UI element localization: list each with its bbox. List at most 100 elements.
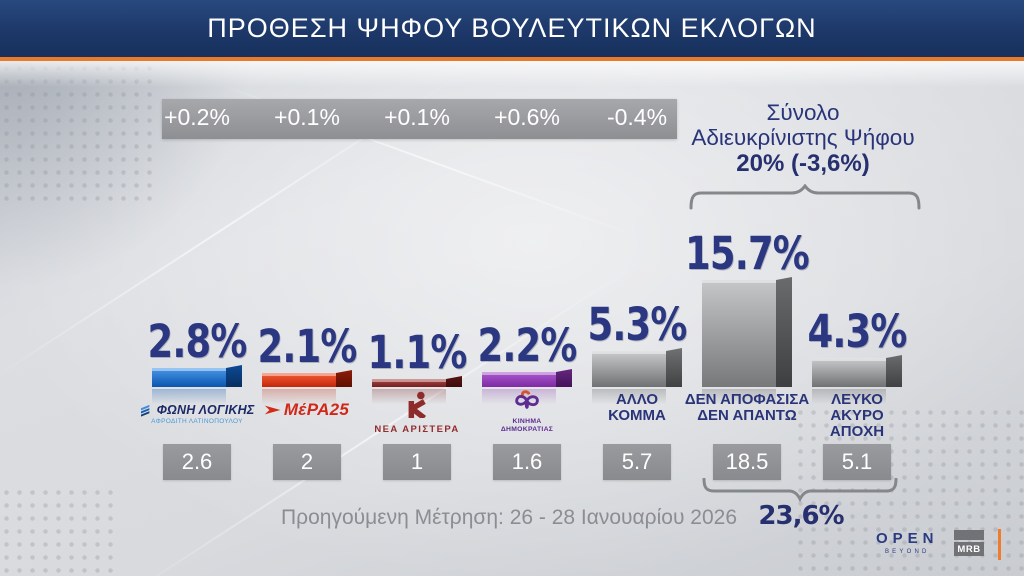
bar-side-face <box>666 348 682 387</box>
bar-side-face <box>886 355 902 387</box>
party-column-allo-komma: 5.3% ΑΛΛΟ ΚΟΜΜΑ 5.7 <box>582 0 692 576</box>
value-label: 2.1% <box>257 320 357 373</box>
bar-side-face <box>446 376 462 387</box>
party-logo-kinima-dimokratias: ΚΙΝΗΜΑ ΔΗΜΟΚΡΑΤΙΑΣ <box>501 389 553 433</box>
party-column-leuko-akyro-apoxi: 4.3% ΛΕΥΚΟ ΑΚΥΡΟ ΑΠΟΧΗ 5.1 <box>802 0 912 576</box>
bar-reflection <box>372 389 446 407</box>
party-logo-text: ΝΕΑ ΑΡΙΣΤΕΡΑ <box>374 424 460 435</box>
party-label-line: ΑΚΥΡΟ <box>830 407 884 424</box>
dot-pattern <box>0 486 120 576</box>
foni-logikis-chevron-icon <box>141 404 150 417</box>
previous-value-box: 1.6 <box>493 444 561 480</box>
bar <box>702 277 792 387</box>
open-logo-text: OPEN <box>876 530 939 547</box>
nea-aristera-person-icon <box>408 391 426 421</box>
bar-side-face <box>556 369 572 387</box>
party-column-nea-aristera: 1.1% ΝΕΑ ΑΡΙΣΤΕΡΑ 1 <box>362 0 472 576</box>
previous-measurement-note: Προηγούμενη Μέτρηση: 26 - 28 Ιανουαρίου … <box>281 506 738 529</box>
party-logo-line: ΔΗΜΟΚΡΑΤΙΑΣ <box>500 425 554 433</box>
previous-value-box: 18.5 <box>713 444 781 480</box>
value-label: 2.8% <box>147 315 247 368</box>
bar-face <box>702 280 776 387</box>
bar-reflection <box>262 389 336 407</box>
bar-face <box>262 373 336 387</box>
bar <box>372 376 462 387</box>
party-label-line: ΚΟΜΜΑ <box>608 407 666 424</box>
header-glow <box>0 61 1024 87</box>
previous-value-box: 1 <box>383 444 451 480</box>
bar-face <box>152 368 226 387</box>
party-label-line: ΔΕΝ ΑΠΑΝΤΩ <box>697 407 797 424</box>
party-label-line: ΛΕΥΚΟ <box>831 391 883 408</box>
unclear-vote-block: Σύνολο Αδιευκρίνιστης Ψήφου 20% (-3,6%) <box>638 100 968 178</box>
bar-face <box>482 372 556 387</box>
unclear-vote-line2: Αδιευκρίνιστης Ψήφου <box>691 125 915 150</box>
party-column-foni-logikis: 2.8% ΦΩΝΗ ΛΟΓΙΚΗΣ ΑΦΡΟΔΙΤΗ ΛΑΤΙΝΟΠΟΥΛΟΥ 2.6 <box>140 0 255 576</box>
change-badge-nea-aristera: +0.1% <box>384 104 450 130</box>
unclear-vote-line1: Σύνολο <box>766 100 840 125</box>
page-title: ΠΡΟΘΕΣΗ ΨΗΦΟΥ ΒΟΥΛΕΥΤΙΚΩΝ ΕΚΛΟΓΩΝ <box>207 13 817 43</box>
bar <box>592 348 682 387</box>
mrb-logo-text: MRB <box>957 543 981 555</box>
header-bar: ΠΡΟΘΕΣΗ ΨΗΦΟΥ ΒΟΥΛΕΥΤΙΚΩΝ ΕΚΛΟΓΩΝ <box>0 0 1024 61</box>
bar-reflection <box>592 389 666 407</box>
mrb-logo: MRB <box>953 530 985 556</box>
mera25-arrow-icon <box>264 405 281 415</box>
mera25-logo: ΜέΡΑ25 <box>264 400 350 420</box>
foni-logikis-logo: ΦΩΝΗ ΛΟΓΙΚΗΣ <box>140 403 255 417</box>
bar <box>482 369 572 387</box>
change-badge-mera25: +0.1% <box>274 104 340 130</box>
change-badge-kinima-dimokratias: +0.6% <box>494 104 560 130</box>
party-label-line: ΑΛΛΟ <box>615 391 659 408</box>
change-badge-foni-logikis: +0.2% <box>164 104 230 130</box>
bar-side-face <box>226 365 242 387</box>
party-logo-text: ΚΙΝΗΜΑ ΔΗΜΟΚΡΑΤΙΑΣ <box>501 418 553 433</box>
open-logo-subtext: BEYOND <box>884 549 930 555</box>
bar-face <box>812 358 886 387</box>
bar <box>152 365 242 387</box>
party-column-den-apofasisa-den-apanto: 15.7% ΔΕΝ ΑΠΟΦΑΣΙΣΑ ΔΕΝ ΑΠΑΝΤΩ 18.5 <box>685 0 810 576</box>
party-logo-text: ΦΩΝΗ ΛΟΓΙΚΗΣ <box>156 403 255 417</box>
orange-divider <box>998 529 1001 560</box>
bar-reflection <box>702 389 776 407</box>
party-label-leuko-akyro-apoxi: ΛΕΥΚΟ ΑΚΥΡΟ ΑΠΟΧΗ <box>830 392 884 440</box>
party-label-den-apofasisa-den-apanto: ΔΕΝ ΑΠΟΦΑΣΙΣΑ ΔΕΝ ΑΠΑΝΤΩ <box>685 392 809 424</box>
party-logo-nea-aristera: ΝΕΑ ΑΡΙΣΤΕΡΑ <box>374 391 459 435</box>
value-label: 1.1% <box>367 326 467 379</box>
party-label-line: ΔΕΝ ΑΠΟΦΑΣΙΣΑ <box>684 391 810 408</box>
party-logo-text: ΜέΡΑ25 <box>283 400 350 419</box>
previous-value-box: 2 <box>273 444 341 480</box>
party-column-mera25: 2.1% ΜέΡΑ25 2 <box>252 0 362 576</box>
unclear-vote-previous-total: 23,6% <box>758 501 844 531</box>
party-logo-foni-logikis: ΦΩΝΗ ΛΟΓΙΚΗΣ ΑΦΡΟΔΙΤΗ ΛΑΤΙΝΟΠΟΥΛΟΥ <box>140 403 255 425</box>
underbrace-bracket <box>702 478 898 502</box>
bar-face <box>592 351 666 387</box>
mrb-logo-bar <box>954 530 984 540</box>
value-label: 5.3% <box>587 298 687 351</box>
party-logo-line: ΚΙΝΗΜΑ <box>512 418 542 425</box>
bar <box>812 355 902 387</box>
party-logo-subtext: ΑΦΡΟΔΙΤΗ ΛΑΤΙΝΟΠΟΥΛΟΥ <box>151 418 243 425</box>
bar-side-face <box>776 277 792 387</box>
overbrace-bracket <box>689 184 921 210</box>
value-label: 4.3% <box>807 305 907 358</box>
change-badge-allo-komma: -0.4% <box>606 104 668 130</box>
change-strip <box>162 99 677 139</box>
party-label-allo-komma: ΑΛΛΟ ΚΟΜΜΑ <box>608 392 666 424</box>
party-label-line: ΑΠΟΧΗ <box>829 423 885 440</box>
bar-reflection <box>812 389 886 407</box>
previous-value-box: 5.7 <box>603 444 671 480</box>
value-label: 15.7% <box>685 227 810 280</box>
bar <box>262 370 352 387</box>
bar-side-face <box>336 370 352 387</box>
bar-reflection <box>152 389 226 407</box>
previous-value-box: 5.1 <box>823 444 891 480</box>
unclear-vote-value: 20% (-3,6%) <box>736 150 870 177</box>
open-tv-logo: OPEN BEYOND <box>876 530 939 556</box>
mrb-logo-box: MRB <box>954 542 984 556</box>
kinima-dimokratias-knot-icon <box>515 390 539 409</box>
bar-face <box>372 379 446 387</box>
party-column-kinima-dimokratias: 2.2% ΚΙΝΗΜΑ ΔΗΜΟΚΡΑΤΙΑΣ 1.6 <box>472 0 582 576</box>
